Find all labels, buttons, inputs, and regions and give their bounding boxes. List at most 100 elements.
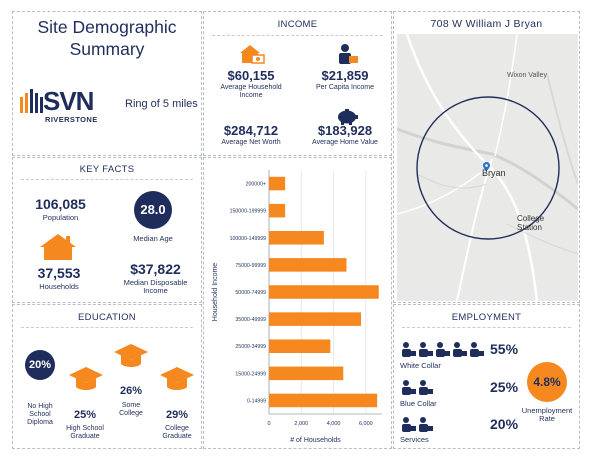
employment-panel: EMPLOYMENT 55% White Collar 25% Blue Col… <box>393 304 580 449</box>
logo-sub: RIVERSTONE <box>45 115 98 124</box>
bar <box>269 258 347 272</box>
unemployment-value: 4.8% <box>533 375 561 389</box>
category-label: 0-14999 <box>247 398 266 404</box>
category-label: 100000-149999 <box>230 236 266 242</box>
category-label: 15000-24999 <box>235 371 266 377</box>
income-header: INCOME <box>277 19 318 30</box>
y-axis-title: Household Income <box>212 263 219 321</box>
location-pin-icon[interactable] <box>483 158 490 171</box>
x-tick-label: 2,000 <box>294 421 308 427</box>
logo-bars-icon <box>20 89 43 113</box>
logo-brand: SVN <box>43 86 94 116</box>
category-label: 35000-49999 <box>235 317 266 323</box>
blue-collar-icons <box>401 379 435 395</box>
per-capita-income-value: $21,859 <box>321 68 369 83</box>
population-value: 106,085 <box>35 196 86 212</box>
grad-cap-icon-hs <box>69 367 103 390</box>
avg-household-income-label-2: Income <box>239 92 263 99</box>
house-icon <box>40 234 76 260</box>
no-hs-label: No High School Diploma <box>13 403 67 427</box>
x-tick-label: 6,000 <box>359 421 373 427</box>
education-panel: EDUCATION 20% No High School Diploma 25%… <box>12 304 202 449</box>
services-label: Services <box>400 435 429 444</box>
house-money-icon <box>240 45 265 64</box>
median-disposable-income-label-1: Median Disposable <box>123 278 188 287</box>
page-title: Site Demographic Summary <box>13 16 201 60</box>
hs-grad-value: 25% <box>73 409 97 421</box>
key-facts-panel: KEY FACTS 106,085 Population 28.0 Median… <box>12 157 202 303</box>
category-label: 25000-34999 <box>235 344 266 350</box>
page-title-line1: Site Demographic <box>37 17 177 37</box>
income-panel: INCOME $60,155 Average Household Income … <box>203 11 392 156</box>
page-title-line2: Summary <box>69 39 145 59</box>
no-hs-label-3: Diploma <box>27 419 53 426</box>
college-grad-label-1: College <box>165 425 189 432</box>
unemployment-badge: 4.8% <box>527 362 567 402</box>
category-label: 200000+ <box>246 182 266 188</box>
no-hs-badge: 20% <box>25 350 55 380</box>
unemployment-label: Unemployment Rate <box>514 407 580 423</box>
place-college-station: College Station <box>517 214 544 232</box>
radius-ring <box>416 96 560 240</box>
category-label: 75000-99999 <box>235 263 266 269</box>
per-capita-income-label: Per Capita Income <box>316 84 374 91</box>
x-tick-label: 4,000 <box>327 421 341 427</box>
avg-net-worth-value: $284,712 <box>223 123 279 138</box>
median-age-label: Median Age <box>133 234 173 243</box>
some-college-label-2: College <box>119 410 143 417</box>
title-panel: Site Demographic Summary SVN RIVERSTONE … <box>12 11 202 156</box>
no-hs-label-2: School <box>29 411 51 418</box>
median-disposable-income-value: $37,822 <box>130 261 181 277</box>
bar <box>269 203 286 218</box>
hs-grad-label-1: High School <box>66 425 104 432</box>
education-header: EDUCATION <box>78 312 136 323</box>
white-collar-label: White Collar <box>400 361 441 370</box>
x-axis-title: # of Households <box>290 437 341 444</box>
bar <box>269 312 362 326</box>
employment-header: EMPLOYMENT <box>451 312 522 323</box>
place-college-line1: College <box>517 214 545 223</box>
category-label: 50000-74999 <box>235 290 266 296</box>
household-income-chart-panel: 0 2,000 4,000 6,000 200000+ 150000-199999 1000… <box>203 157 392 449</box>
population-label: Population <box>42 213 79 222</box>
bar <box>269 393 378 408</box>
grad-cap-icon-some-college <box>114 344 148 367</box>
hs-grad-label-2: Graduate <box>70 433 100 440</box>
services-icons <box>401 416 435 432</box>
avg-home-value-label: Average Home Value <box>312 139 378 146</box>
map-area[interactable]: Wixon Valley Bryan College Station <box>397 34 578 301</box>
blue-collar-label: Blue Collar <box>400 399 437 408</box>
hs-grad-label: High School Graduate <box>57 425 113 441</box>
bar <box>269 176 286 191</box>
x-tick-label: 0 <box>267 421 270 427</box>
map-panel: 708 W William J Bryan Wixon Valley Bryan… <box>393 11 580 303</box>
households-label: Households <box>39 282 79 291</box>
some-college-label: Some College <box>105 402 157 418</box>
household-income-chart: 0 2,000 4,000 6,000 200000+ 150000-199999 1000… <box>212 170 382 444</box>
services-value: 20% <box>490 416 519 432</box>
college-grad-value: 29% <box>165 409 189 421</box>
svn-logo: SVN RIVERSTONE <box>19 87 124 127</box>
unemployment-label-1: Unemployment <box>521 406 573 415</box>
college-grad-label: College Graduate <box>151 425 203 441</box>
median-age-badge: 28.0 <box>134 191 172 229</box>
avg-home-value-value: $183,928 <box>317 123 373 138</box>
piggy-bank-icon <box>338 109 358 125</box>
some-college-value: 26% <box>119 385 143 397</box>
avg-household-income-value: $60,155 <box>227 68 275 83</box>
some-college-label-1: Some <box>121 402 141 409</box>
avg-household-income-label: Average Household Income <box>206 84 296 100</box>
category-label: 150000-199999 <box>230 209 266 215</box>
ring-label: Ring of 5 miles <box>125 98 198 110</box>
college-grad-label-2: Graduate <box>162 433 192 440</box>
unemployment-label-2: Rate <box>539 414 555 423</box>
key-facts-header: KEY FACTS <box>79 164 135 175</box>
map-header: 708 W William J Bryan <box>430 18 543 30</box>
no-hs-label-1: No High <box>27 403 53 410</box>
avg-net-worth-label: Average Net Worth <box>221 139 281 146</box>
place-wixon-valley: Wixon Valley <box>507 72 547 79</box>
bar <box>269 366 344 381</box>
avg-household-income-label-1: Average Household <box>220 84 282 91</box>
no-hs-value: 20% <box>28 359 52 371</box>
bar <box>269 339 331 353</box>
